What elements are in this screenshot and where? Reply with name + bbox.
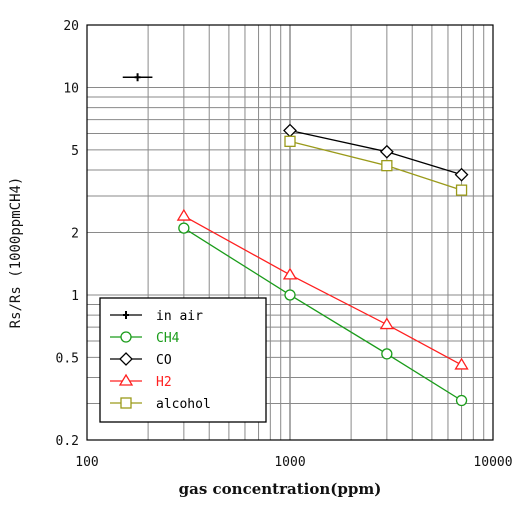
data-point bbox=[176, 208, 192, 221]
legend-label: H2 bbox=[156, 375, 172, 390]
tick-labels: 100 1000 10000 0.2 0.5 1 2 5 10 20 bbox=[56, 19, 513, 470]
series-ch4 bbox=[178, 222, 468, 407]
data-point bbox=[454, 357, 469, 370]
legend-label: CH4 bbox=[156, 331, 180, 346]
y-tick-label: 5 bbox=[71, 144, 79, 159]
data-point bbox=[455, 184, 468, 196]
y-tick-label: 10 bbox=[63, 81, 79, 96]
legend-label: CO bbox=[156, 353, 172, 368]
legend-entry: CH4 bbox=[110, 331, 180, 346]
y-tick-label: 1 bbox=[71, 289, 79, 304]
legend: in air CH4 CO H2 alcohol bbox=[99, 297, 267, 423]
legend-entry: alcohol bbox=[110, 397, 211, 412]
legend-swatch-marker bbox=[119, 352, 133, 366]
data-point bbox=[455, 394, 468, 407]
series-co bbox=[283, 123, 469, 182]
series-in-air bbox=[122, 73, 153, 82]
x-axis-title: gas concentration(ppm) bbox=[179, 480, 382, 498]
legend-label: in air bbox=[156, 309, 203, 324]
legend-entry: in air bbox=[110, 309, 203, 324]
data-point bbox=[379, 317, 395, 330]
data-point bbox=[381, 159, 393, 172]
legend-entry: H2 bbox=[110, 373, 172, 390]
series bbox=[122, 73, 469, 407]
data-point bbox=[282, 267, 298, 280]
y-axis-title: Rs/Rs (1000ppmCH4) bbox=[8, 177, 24, 329]
data-point bbox=[454, 167, 469, 182]
series-alcohol bbox=[284, 135, 468, 196]
data-point bbox=[283, 123, 297, 138]
x-tick-label: 100 bbox=[75, 455, 98, 470]
legend-label: alcohol bbox=[156, 397, 211, 412]
y-tick-label: 0.5 bbox=[56, 351, 79, 366]
legend-swatch-marker bbox=[123, 311, 129, 319]
series-line bbox=[183, 227, 462, 402]
legend-swatch-marker bbox=[120, 397, 132, 409]
series-line bbox=[183, 215, 462, 366]
y-tick-label: 0.2 bbox=[56, 434, 79, 449]
data-point bbox=[379, 144, 394, 159]
series-line bbox=[289, 129, 462, 176]
legend-swatch-marker bbox=[118, 373, 134, 386]
legend-entry: CO bbox=[110, 352, 172, 368]
plot-frame bbox=[86, 24, 494, 441]
data-point bbox=[284, 135, 296, 147]
y-tick-label: 2 bbox=[71, 227, 79, 242]
series-h2 bbox=[176, 208, 469, 370]
data-point bbox=[381, 348, 393, 360]
legend-swatch-marker bbox=[120, 331, 132, 343]
x-tick-label: 1000 bbox=[274, 455, 305, 470]
data-point bbox=[134, 73, 141, 82]
data-point bbox=[178, 222, 190, 234]
y-tick-label: 20 bbox=[63, 19, 79, 34]
x-tick-label: 10000 bbox=[473, 455, 512, 470]
data-point bbox=[284, 289, 296, 301]
